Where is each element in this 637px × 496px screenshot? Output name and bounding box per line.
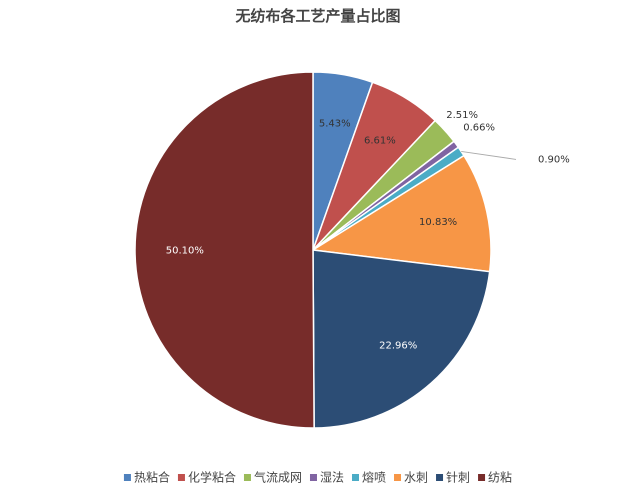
legend-swatch bbox=[352, 474, 359, 481]
data-label: 10.83% bbox=[419, 217, 457, 228]
legend-swatch bbox=[309, 474, 317, 481]
data-label: 0.90% bbox=[538, 154, 570, 165]
legend-label: 湿法 bbox=[320, 470, 344, 485]
data-label: 6.61% bbox=[364, 136, 396, 147]
legend-swatch bbox=[436, 474, 444, 481]
legend-label: 熔喷 bbox=[362, 470, 386, 485]
legend-swatch bbox=[478, 474, 486, 481]
legend-swatch bbox=[177, 474, 185, 481]
legend-label: 气流成网 bbox=[254, 470, 302, 485]
data-label: 5.43% bbox=[319, 119, 351, 130]
legend-swatch bbox=[394, 474, 402, 481]
data-label: 0.66% bbox=[463, 122, 495, 133]
legend-label: 化学粘合 bbox=[188, 470, 236, 485]
legend-label: 水刺 bbox=[404, 471, 428, 485]
pie-slice bbox=[312, 249, 491, 429]
chart-title: 无纺布各工艺产量占比图 bbox=[234, 7, 400, 25]
data-label: 50.10% bbox=[166, 245, 204, 256]
pie-slice bbox=[134, 71, 315, 429]
legend-label: 针刺 bbox=[446, 470, 470, 485]
legend: 热粘合 化学粘合 气流成网 湿法 熔喷 水刺 针刺 纺粘 bbox=[123, 470, 512, 485]
legend-label: 纺粘 bbox=[488, 470, 512, 485]
legend-swatch bbox=[243, 474, 251, 481]
legend-label: 热粘合 bbox=[134, 470, 170, 485]
leader-line bbox=[461, 150, 517, 160]
legend-swatch bbox=[123, 474, 131, 481]
pie-slice bbox=[310, 154, 492, 273]
data-label: 2.51% bbox=[446, 110, 478, 121]
data-label: 22.96% bbox=[379, 341, 417, 352]
